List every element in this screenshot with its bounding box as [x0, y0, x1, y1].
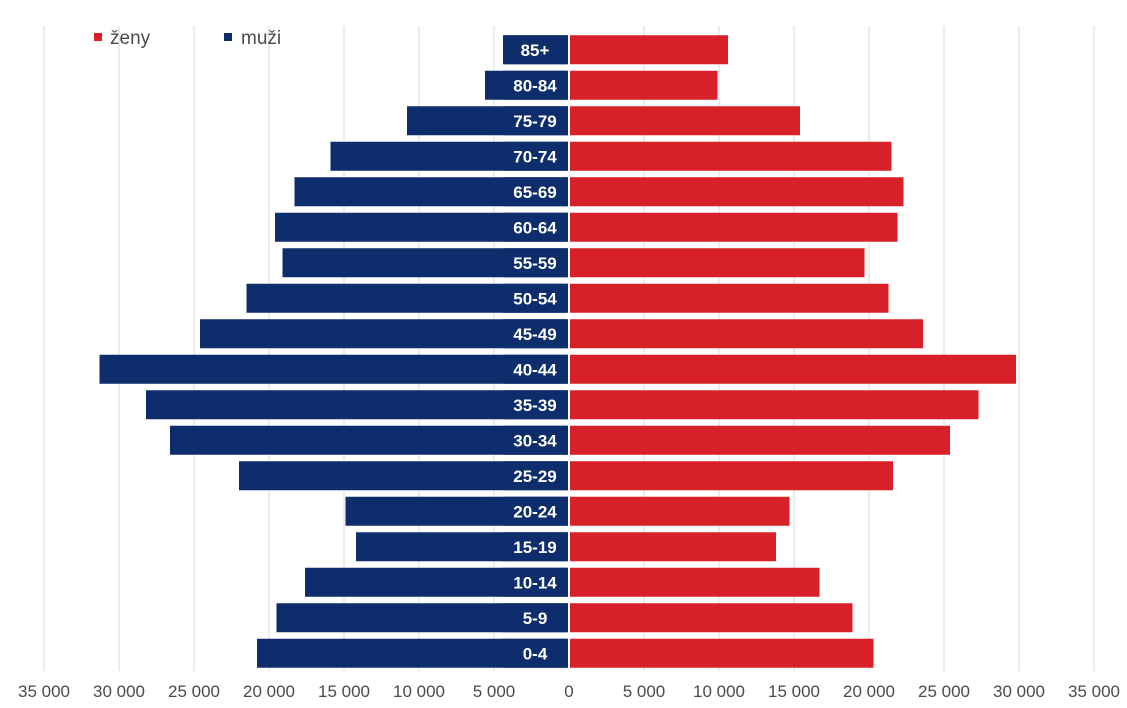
x-tick-label: 35 000	[18, 682, 70, 701]
category-label: 65-69	[513, 183, 556, 202]
bar-zeny-75-79	[569, 106, 800, 136]
bar-zeny-30-34	[569, 425, 950, 455]
category-label-bg	[503, 212, 567, 242]
bar-zeny-70-74	[569, 141, 892, 171]
x-tick-label: 35 000	[1068, 682, 1120, 701]
legend-label-muzi: muži	[241, 28, 281, 49]
x-tick-label: 10 000	[693, 682, 745, 701]
x-tick-label: 5 000	[623, 682, 666, 701]
category-label: 45-49	[513, 325, 556, 344]
category-label: 35-39	[513, 396, 556, 415]
category-label-bg	[503, 319, 567, 349]
category-label: 80-84	[513, 76, 557, 95]
bar-zeny-5-9	[569, 603, 853, 633]
category-label-bg	[503, 461, 567, 491]
category-label-bg	[503, 283, 567, 313]
bar-zeny-55-59	[569, 248, 865, 278]
category-label: 0-4	[523, 644, 548, 663]
category-label-bg	[503, 35, 567, 65]
category-label: 70-74	[513, 147, 557, 166]
category-labels: 85+ 80-84 75-79 70-74 65-69 60-64 55-59 50-54 45…	[503, 35, 567, 668]
bar-zeny-60-64	[569, 212, 898, 242]
category-label-bg	[503, 70, 567, 100]
bar-zeny-85+	[569, 35, 728, 65]
category-label: 40-44	[513, 360, 557, 379]
category-label-bg	[503, 603, 567, 633]
category-label-bg	[503, 638, 567, 668]
bar-zeny-65-69	[569, 177, 904, 207]
category-label-bg	[503, 425, 567, 455]
bar-zeny-45-49	[569, 319, 923, 349]
category-label: 20-24	[513, 502, 557, 521]
category-label: 15-19	[513, 538, 556, 557]
x-tick-label: 15 000	[768, 682, 820, 701]
x-tick-label: 20 000	[243, 682, 295, 701]
legend: ženy muži	[94, 28, 281, 49]
category-label: 5-9	[523, 609, 548, 628]
category-label: 60-64	[513, 218, 557, 237]
legend-label-zeny: ženy	[110, 28, 151, 49]
category-label: 55-59	[513, 254, 556, 273]
bar-zeny-10-14	[569, 567, 820, 597]
x-tick-label: 10 000	[393, 682, 445, 701]
category-label: 85+	[521, 41, 550, 60]
category-label-bg	[503, 354, 567, 384]
x-tick-label: 0	[564, 682, 573, 701]
x-tick-label: 30 000	[993, 682, 1045, 701]
category-label-bg	[503, 390, 567, 420]
category-label: 50-54	[513, 289, 557, 308]
legend-swatch-muzi	[224, 33, 232, 41]
x-tick-label: 20 000	[843, 682, 895, 701]
category-label: 75-79	[513, 112, 556, 131]
x-axis-ticks: 35 000 30 000 25 000 20 000 15 000 10 000 5 00…	[18, 682, 1120, 701]
x-tick-label: 15 000	[318, 682, 370, 701]
x-tick-label: 5 000	[473, 682, 516, 701]
x-tick-label: 30 000	[93, 682, 145, 701]
category-label-bg	[503, 141, 567, 171]
category-label: 10-14	[513, 573, 557, 592]
bar-zeny-40-44	[569, 354, 1016, 384]
category-label-bg	[503, 248, 567, 278]
bar-zeny-20-24	[569, 496, 790, 526]
category-label-bg	[503, 567, 567, 597]
bar-zeny-35-39	[569, 390, 979, 420]
category-label: 25-29	[513, 467, 556, 486]
bar-muzi-40-44	[99, 354, 569, 384]
x-tick-label: 25 000	[918, 682, 970, 701]
bar-zeny-25-29	[569, 461, 893, 491]
category-label-bg	[503, 532, 567, 562]
bar-zeny-15-19	[569, 532, 776, 562]
x-tick-label: 25 000	[168, 682, 220, 701]
category-label-bg	[503, 106, 567, 136]
category-label: 30-34	[513, 431, 557, 450]
category-label-bg	[503, 177, 567, 207]
bar-zeny-0-4	[569, 638, 874, 668]
legend-swatch-zeny	[94, 33, 102, 41]
bar-zeny-50-54	[569, 283, 889, 313]
bar-muzi-35-39	[146, 390, 569, 420]
category-label-bg	[503, 496, 567, 526]
bar-zeny-80-84	[569, 70, 718, 100]
bar-muzi-30-34	[170, 425, 569, 455]
